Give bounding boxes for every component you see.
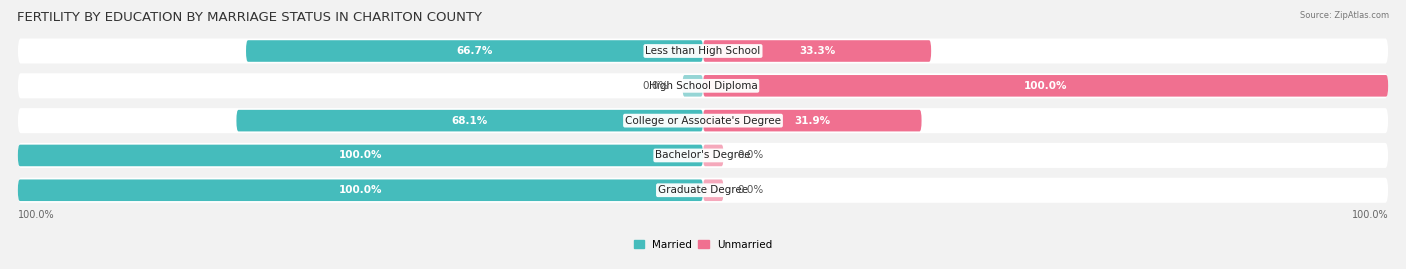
FancyBboxPatch shape [703, 145, 724, 166]
Text: 31.9%: 31.9% [794, 116, 831, 126]
FancyBboxPatch shape [18, 143, 1388, 168]
FancyBboxPatch shape [18, 145, 703, 166]
FancyBboxPatch shape [246, 40, 703, 62]
Text: 33.3%: 33.3% [799, 46, 835, 56]
FancyBboxPatch shape [703, 179, 724, 201]
FancyBboxPatch shape [18, 179, 703, 201]
Text: 100.0%: 100.0% [1024, 81, 1067, 91]
Text: Source: ZipAtlas.com: Source: ZipAtlas.com [1301, 11, 1389, 20]
Text: College or Associate's Degree: College or Associate's Degree [626, 116, 780, 126]
FancyBboxPatch shape [18, 73, 1388, 98]
Text: Bachelor's Degree: Bachelor's Degree [655, 150, 751, 160]
Text: 0.0%: 0.0% [737, 150, 763, 160]
FancyBboxPatch shape [18, 178, 1388, 203]
Text: 100.0%: 100.0% [1351, 210, 1388, 220]
FancyBboxPatch shape [18, 38, 1388, 63]
Text: 0.0%: 0.0% [643, 81, 669, 91]
Text: 0.0%: 0.0% [737, 185, 763, 195]
Legend: Married, Unmarried: Married, Unmarried [630, 235, 776, 254]
Text: 66.7%: 66.7% [457, 46, 492, 56]
Text: Graduate Degree: Graduate Degree [658, 185, 748, 195]
Text: 100.0%: 100.0% [339, 185, 382, 195]
FancyBboxPatch shape [18, 108, 1388, 133]
Text: Less than High School: Less than High School [645, 46, 761, 56]
Text: FERTILITY BY EDUCATION BY MARRIAGE STATUS IN CHARITON COUNTY: FERTILITY BY EDUCATION BY MARRIAGE STATU… [17, 11, 482, 24]
FancyBboxPatch shape [703, 40, 931, 62]
FancyBboxPatch shape [236, 110, 703, 132]
FancyBboxPatch shape [682, 75, 703, 97]
Text: High School Diploma: High School Diploma [648, 81, 758, 91]
Text: 68.1%: 68.1% [451, 116, 488, 126]
Text: 100.0%: 100.0% [18, 210, 55, 220]
FancyBboxPatch shape [703, 110, 921, 132]
FancyBboxPatch shape [703, 75, 1388, 97]
Text: 100.0%: 100.0% [339, 150, 382, 160]
